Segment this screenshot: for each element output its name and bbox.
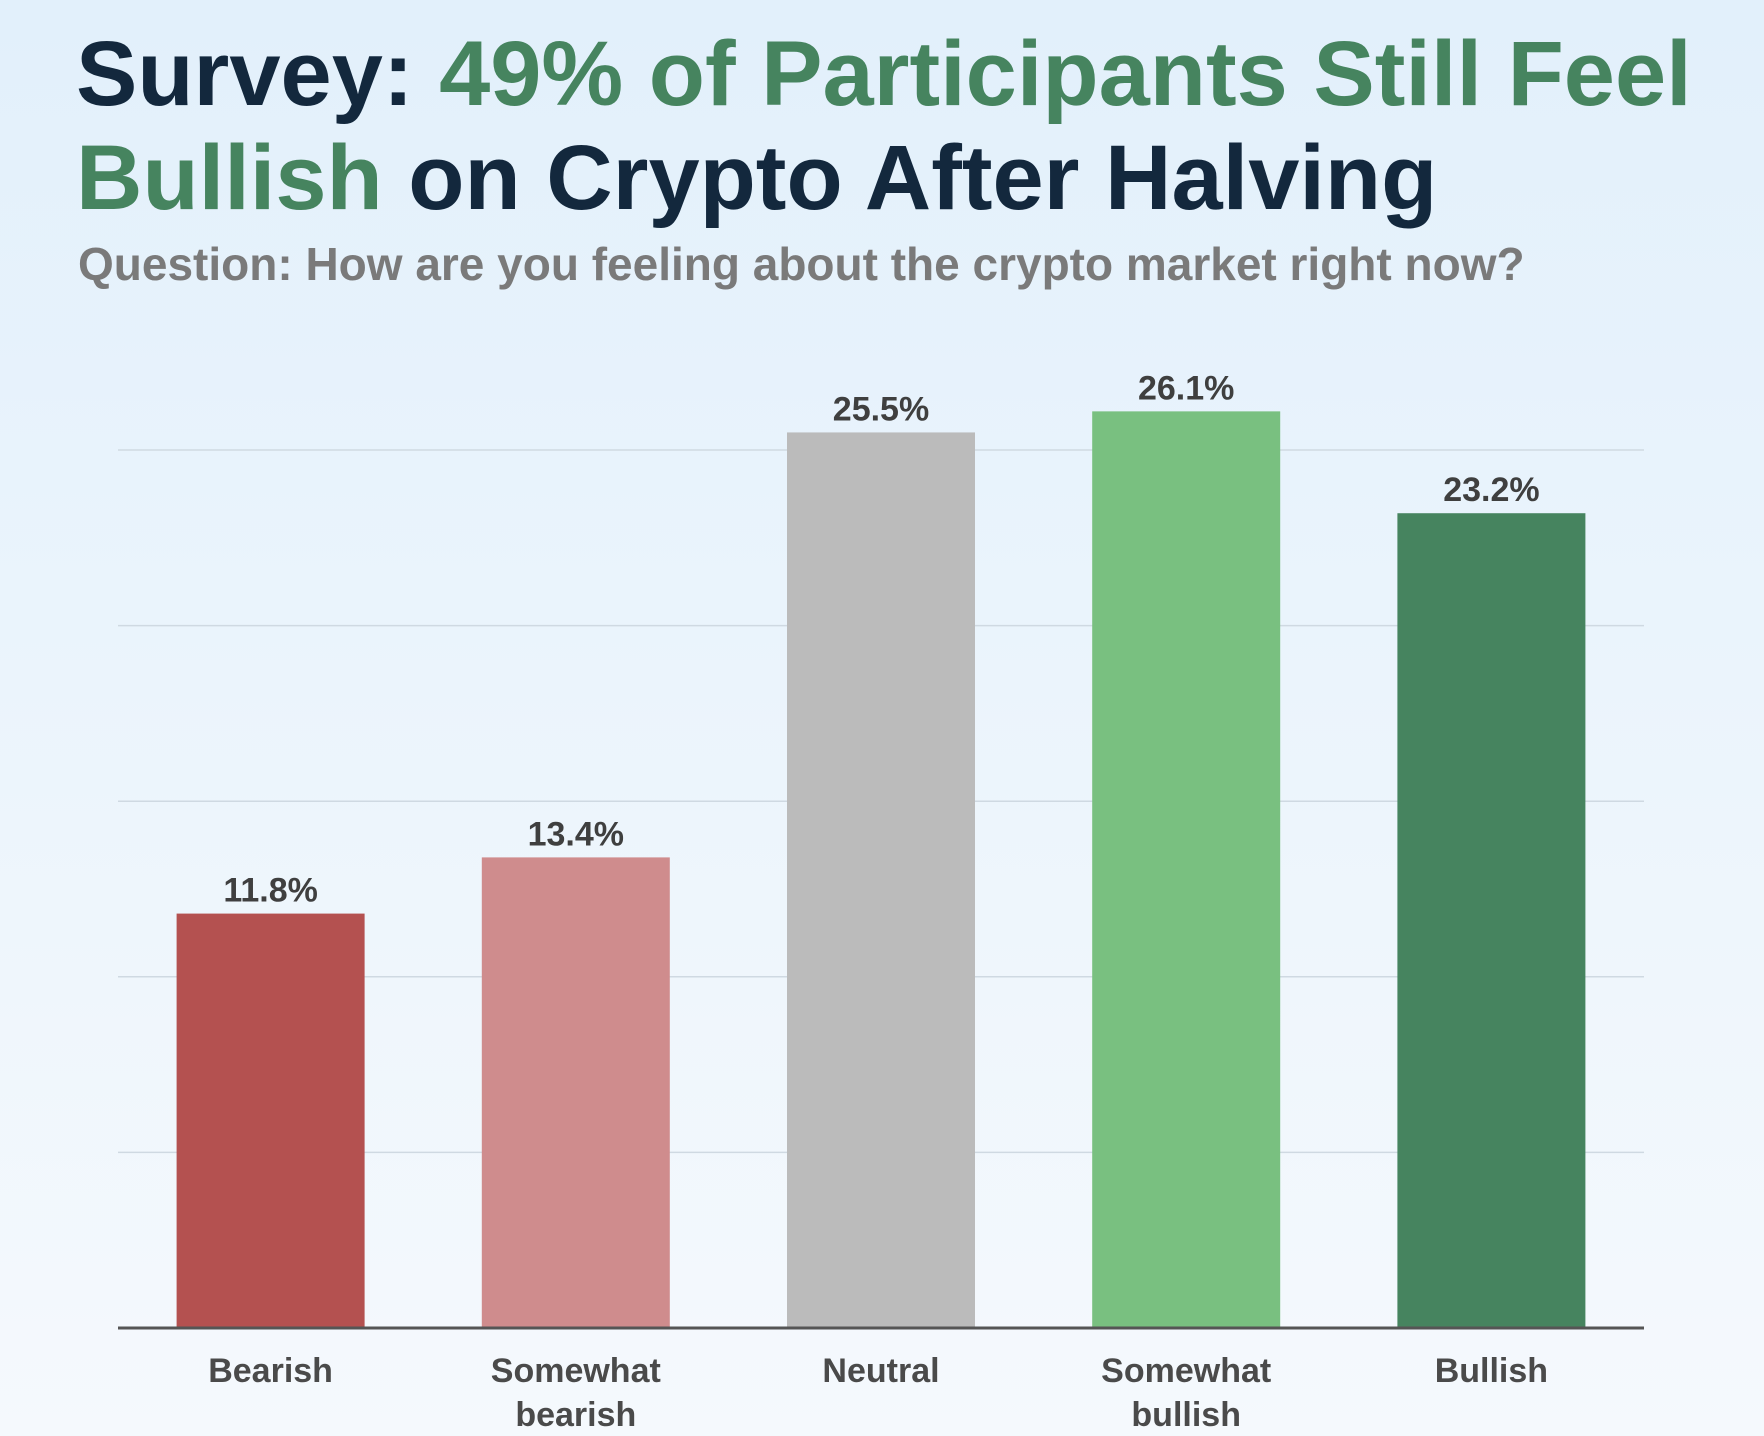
value-label-1: 11.8% [223, 872, 318, 910]
bar-3 [787, 432, 975, 1328]
category-label-1: Bearish [208, 1352, 333, 1390]
value-label-2: 13.4% [528, 815, 624, 853]
bar-4 [1092, 411, 1281, 1328]
value-label-5: 23.2% [1443, 471, 1539, 509]
chart-subtitle: Question: How are you feeling about the … [78, 238, 1525, 290]
title-part-3: on Crypto After Halving [382, 127, 1438, 229]
title-highlight: 49% of Participants Still Feel Bullish [76, 23, 1692, 229]
value-label-4: 26.1% [1138, 369, 1234, 407]
category-label-4: Somewhat bullish [1101, 1352, 1271, 1434]
category-label-5: Bullish [1435, 1352, 1548, 1390]
title-part-1: Survey: [76, 23, 440, 125]
bar-5 [1397, 513, 1586, 1328]
bar-1 [176, 913, 365, 1328]
category-label-2: Somewhat bearish [491, 1352, 661, 1434]
value-label-3: 25.5% [833, 390, 929, 428]
bar-2 [481, 857, 670, 1328]
category-label-3: Neutral [822, 1352, 939, 1390]
chart-title: Survey: 49% of Participants Still Feel B… [76, 22, 1736, 230]
